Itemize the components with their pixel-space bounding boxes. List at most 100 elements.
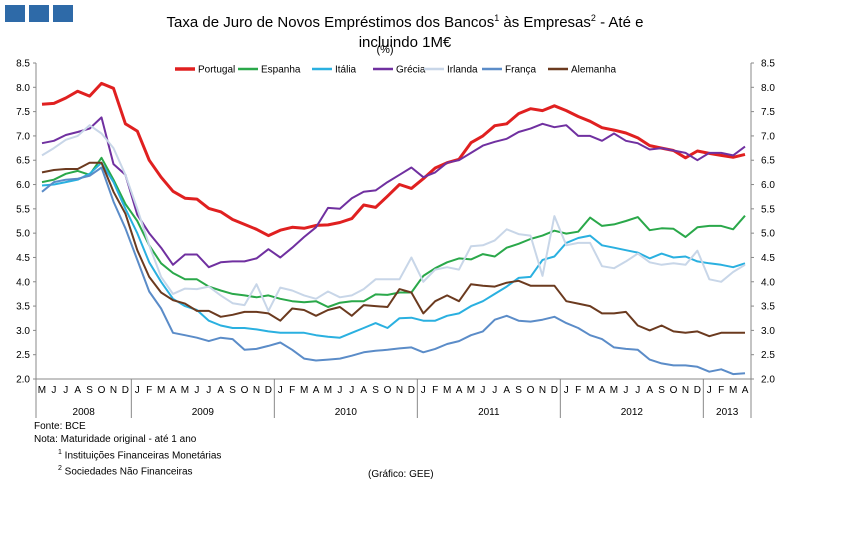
- series-line-portugal: [41, 81, 746, 238]
- x-month-label: A: [217, 385, 224, 396]
- x-month-label: F: [146, 385, 152, 396]
- source-note: Fonte: BCE: [34, 421, 86, 432]
- x-month-label: D: [265, 385, 272, 396]
- x-month-label: S: [86, 385, 93, 396]
- y-tick-label-right: 2.5: [761, 350, 775, 361]
- title-sup-1: 1: [494, 13, 500, 23]
- x-month-label: M: [38, 385, 46, 396]
- y-tick-label-right: 5.5: [761, 204, 775, 215]
- x-month-label: M: [157, 385, 165, 396]
- logo-square-1: [5, 5, 25, 22]
- x-month-label: M: [443, 385, 451, 396]
- y-tick-label-right: 4.0: [761, 277, 775, 288]
- y-tick-label-right: 8.0: [761, 83, 775, 94]
- x-month-label: F: [575, 385, 581, 396]
- series-line-frança: [41, 166, 746, 376]
- x-month-label: A: [503, 385, 510, 396]
- x-month-label: S: [658, 385, 665, 396]
- x-month-label: J: [492, 385, 497, 396]
- x-month-label: O: [527, 385, 535, 396]
- x-month-label: N: [396, 385, 403, 396]
- title-part-3: - Até e: [595, 14, 644, 31]
- x-month-label: J: [707, 385, 712, 396]
- footnote-1: 1 Instituições Financeiras Monetárias: [34, 446, 221, 462]
- x-month-label: A: [170, 385, 177, 396]
- legend-label: Espanha: [261, 65, 301, 76]
- x-month-label: N: [110, 385, 117, 396]
- y-tick-label-right: 6.0: [761, 180, 775, 191]
- x-month-label: A: [646, 385, 653, 396]
- y-tick-label-right: 4.5: [761, 253, 775, 264]
- x-month-label: M: [729, 385, 737, 396]
- x-month-label: J: [564, 385, 569, 396]
- x-month-label: M: [181, 385, 189, 396]
- x-month-label: D: [551, 385, 558, 396]
- series-line-irlanda: [41, 124, 746, 312]
- y-tick-label-right: 7.5: [761, 107, 775, 118]
- x-month-label: M: [324, 385, 332, 396]
- x-month-label: A: [456, 385, 463, 396]
- x-month-label: D: [122, 385, 129, 396]
- x-month-label: J: [135, 385, 140, 396]
- x-month-label: J: [421, 385, 426, 396]
- y-tick-label-right: 2.0: [761, 375, 775, 386]
- x-month-label: J: [337, 385, 342, 396]
- footnote-2-text: Sociedades Não Financeiras: [61, 466, 193, 478]
- x-month-label: N: [539, 385, 546, 396]
- title-sup-2: 2: [590, 13, 596, 23]
- logo-square-2: [29, 5, 49, 22]
- title-part-2: às Empresas: [499, 14, 591, 31]
- legend-label: Grécia: [396, 65, 426, 76]
- x-month-label: J: [635, 385, 640, 396]
- y-tick-label-left: 7.5: [16, 107, 30, 118]
- x-month-label: M: [586, 385, 594, 396]
- y-tick-label-left: 4.0: [16, 277, 30, 288]
- chart-notes: Fonte: BCE Nota: Maturidade original - a…: [34, 420, 221, 479]
- footnote-1-text: Instituições Financeiras Monetárias: [61, 450, 222, 462]
- x-month-label: J: [194, 385, 199, 396]
- footnote-1-mark: 1: [58, 449, 62, 456]
- x-month-label: A: [313, 385, 320, 396]
- legend-label: Portugal: [198, 65, 235, 76]
- x-month-label: A: [742, 385, 749, 396]
- x-month-label: J: [623, 385, 628, 396]
- y-tick-label-left: 2.5: [16, 350, 30, 361]
- y-tick-label-right: 6.5: [761, 156, 775, 167]
- y-tick-label-right: 3.0: [761, 326, 775, 337]
- x-month-label: O: [670, 385, 678, 396]
- y-tick-label-left: 7.0: [16, 131, 30, 142]
- y-tick-label-left: 5.5: [16, 204, 30, 215]
- series-line-espanha: [41, 156, 746, 308]
- title-part-1: Taxa de Juro de Novos Empréstimos dos Ba…: [166, 14, 495, 31]
- x-month-label: O: [98, 385, 106, 396]
- y-tick-label-right: 7.0: [761, 131, 775, 142]
- x-year-label: 2008: [73, 407, 96, 418]
- series-line-itália: [41, 161, 746, 339]
- legend-label: Irlanda: [447, 65, 478, 76]
- footnote-2-mark: 2: [58, 465, 62, 473]
- y-tick-label-left: 8.0: [16, 83, 30, 94]
- footnote-2: 2 Sociedades Não Financeiras: [34, 462, 221, 478]
- y-tick-label-left: 8.5: [16, 59, 30, 70]
- y-tick-label-left: 6.5: [16, 156, 30, 167]
- y-tick-label-right: 8.5: [761, 59, 775, 70]
- x-month-label: S: [229, 385, 236, 396]
- y-tick-label-left: 6.0: [16, 180, 30, 191]
- x-month-label: D: [694, 385, 701, 396]
- x-month-label: J: [206, 385, 211, 396]
- x-month-label: S: [515, 385, 522, 396]
- x-month-label: A: [74, 385, 81, 396]
- y-tick-label-right: 3.5: [761, 302, 775, 313]
- legend-label: França: [505, 65, 537, 76]
- x-month-label: N: [253, 385, 260, 396]
- legend-label: Itália: [335, 65, 357, 76]
- chart-title: Taxa de Juro de Novos Empréstimos dos Ba…: [95, 8, 715, 53]
- x-month-label: J: [480, 385, 485, 396]
- x-month-label: F: [432, 385, 438, 396]
- x-month-label: D: [408, 385, 415, 396]
- y-tick-label-left: 4.5: [16, 253, 30, 264]
- y-tick-label-right: 5.0: [761, 229, 775, 240]
- x-month-label: J: [51, 385, 56, 396]
- maturity-note: Nota: Maturidade original - até 1 ano: [34, 434, 197, 445]
